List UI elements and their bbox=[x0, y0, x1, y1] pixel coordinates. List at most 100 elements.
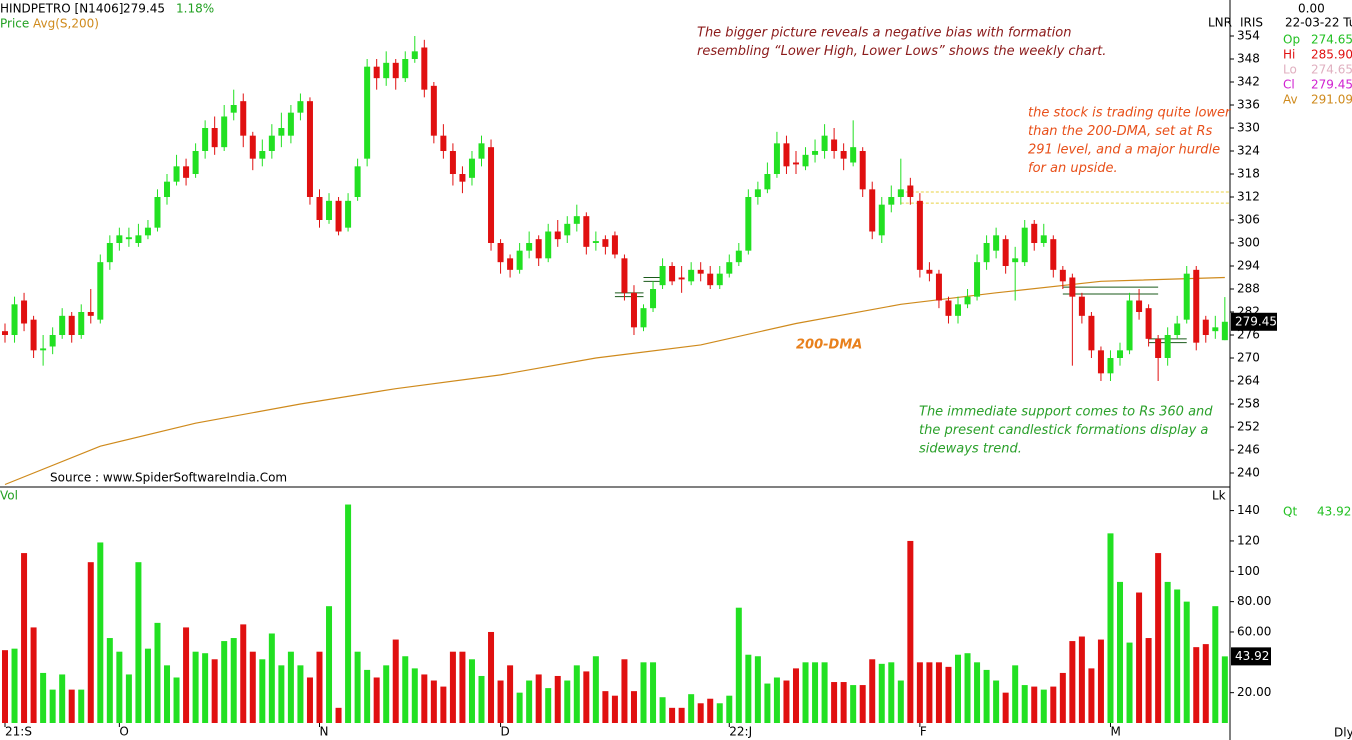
info-label: Cl bbox=[1283, 78, 1295, 92]
volume-bar bbox=[116, 651, 123, 723]
volume-bar bbox=[859, 685, 866, 723]
volume-bar bbox=[802, 662, 809, 723]
annotation: the stock is trading quite lower bbox=[1028, 106, 1232, 121]
volume-bar bbox=[630, 691, 637, 723]
candle-body bbox=[1164, 335, 1171, 358]
candle-body bbox=[106, 243, 113, 263]
candle-body bbox=[993, 235, 1000, 251]
candle-body bbox=[30, 319, 37, 351]
candle-body bbox=[21, 300, 28, 324]
price-box bbox=[1231, 312, 1277, 331]
volume-bar bbox=[30, 627, 37, 723]
period: Dly bbox=[1334, 726, 1352, 740]
candle-body bbox=[688, 269, 695, 282]
candle-body bbox=[1145, 308, 1152, 339]
candle-body bbox=[735, 250, 742, 263]
avg-label: Avg(S,200) bbox=[33, 17, 99, 31]
y-tick-label: 354 bbox=[1237, 29, 1260, 43]
candle-body bbox=[669, 266, 676, 282]
candle-body bbox=[173, 166, 180, 182]
volume-bar bbox=[716, 703, 723, 723]
volume-bar bbox=[840, 682, 847, 723]
candle-body bbox=[1107, 358, 1114, 374]
candle-body bbox=[945, 300, 952, 316]
candle-body bbox=[897, 189, 904, 197]
volume-bar bbox=[326, 606, 333, 723]
volume-bar bbox=[545, 688, 552, 723]
candle-body bbox=[335, 200, 342, 232]
candle-body bbox=[916, 200, 923, 270]
candle-body bbox=[935, 273, 942, 301]
volume-bar bbox=[383, 665, 390, 723]
candle-body bbox=[87, 312, 94, 316]
candle-body bbox=[364, 66, 371, 159]
y-tick-label: 240 bbox=[1237, 466, 1260, 480]
volume-bar bbox=[974, 662, 981, 723]
candle-body bbox=[1040, 235, 1047, 243]
candle-body bbox=[259, 151, 266, 159]
candle-body bbox=[1031, 223, 1038, 243]
candle-body bbox=[1202, 319, 1209, 335]
volume-bar bbox=[364, 669, 371, 723]
volume-bar bbox=[878, 663, 885, 723]
candle-body bbox=[78, 312, 85, 335]
candle-body bbox=[964, 296, 971, 305]
candle-body bbox=[1021, 227, 1028, 263]
volume-bar bbox=[821, 662, 828, 723]
candle-body bbox=[707, 273, 714, 286]
candle-body bbox=[659, 266, 666, 286]
volume-bar bbox=[278, 665, 285, 723]
candle-body bbox=[697, 269, 704, 274]
volume-bar bbox=[468, 659, 475, 723]
candle-body bbox=[859, 151, 866, 190]
volume-bar bbox=[154, 622, 161, 723]
volume-bar bbox=[611, 695, 618, 723]
candle-body bbox=[888, 197, 895, 205]
info-value: 274.65 bbox=[1311, 63, 1352, 77]
volume-bar bbox=[97, 542, 104, 723]
y-tick-label: 348 bbox=[1237, 52, 1260, 66]
price-box-label: 279.45 bbox=[1235, 314, 1277, 328]
candle-body bbox=[345, 200, 352, 228]
volume-bar bbox=[297, 665, 304, 723]
volume-bar bbox=[1202, 644, 1209, 723]
candle-body bbox=[11, 304, 18, 335]
volume-bar bbox=[850, 685, 857, 723]
volume-bar bbox=[430, 680, 437, 723]
volume-bar bbox=[869, 659, 876, 723]
candle-body bbox=[783, 143, 790, 167]
candle-body bbox=[49, 335, 56, 347]
candle-body bbox=[850, 147, 857, 163]
info-label: Av bbox=[1283, 93, 1298, 107]
v-tick-label: 120 bbox=[1237, 533, 1260, 547]
candle-body bbox=[402, 59, 409, 79]
volume-bar bbox=[745, 654, 752, 723]
y-tick-label: 336 bbox=[1237, 98, 1260, 112]
volume-bar bbox=[21, 553, 28, 723]
candle-body bbox=[249, 135, 256, 159]
volume-bar bbox=[583, 671, 590, 723]
candle-body bbox=[1155, 338, 1162, 358]
candle-body bbox=[907, 185, 914, 197]
candle-body bbox=[297, 101, 304, 113]
volume-bar bbox=[59, 674, 66, 723]
candle-body bbox=[430, 85, 437, 136]
volume-bar bbox=[907, 540, 914, 723]
candle-body bbox=[354, 166, 361, 197]
candle-body bbox=[183, 166, 190, 178]
volume-bar bbox=[440, 686, 447, 723]
candle-body bbox=[1126, 300, 1133, 351]
candle-body bbox=[630, 292, 637, 328]
candle-body bbox=[40, 348, 47, 351]
volume-bar bbox=[2, 650, 8, 723]
volume-bar bbox=[773, 677, 780, 723]
candle-body bbox=[211, 128, 218, 148]
candle-body bbox=[840, 151, 847, 159]
candle-body bbox=[240, 101, 247, 136]
volume-bar bbox=[602, 691, 609, 723]
volume-bar bbox=[411, 668, 418, 723]
x-tick-label: O bbox=[119, 725, 128, 739]
candle-body bbox=[792, 162, 799, 165]
candle-body bbox=[192, 151, 199, 174]
volume-bar bbox=[173, 677, 180, 723]
